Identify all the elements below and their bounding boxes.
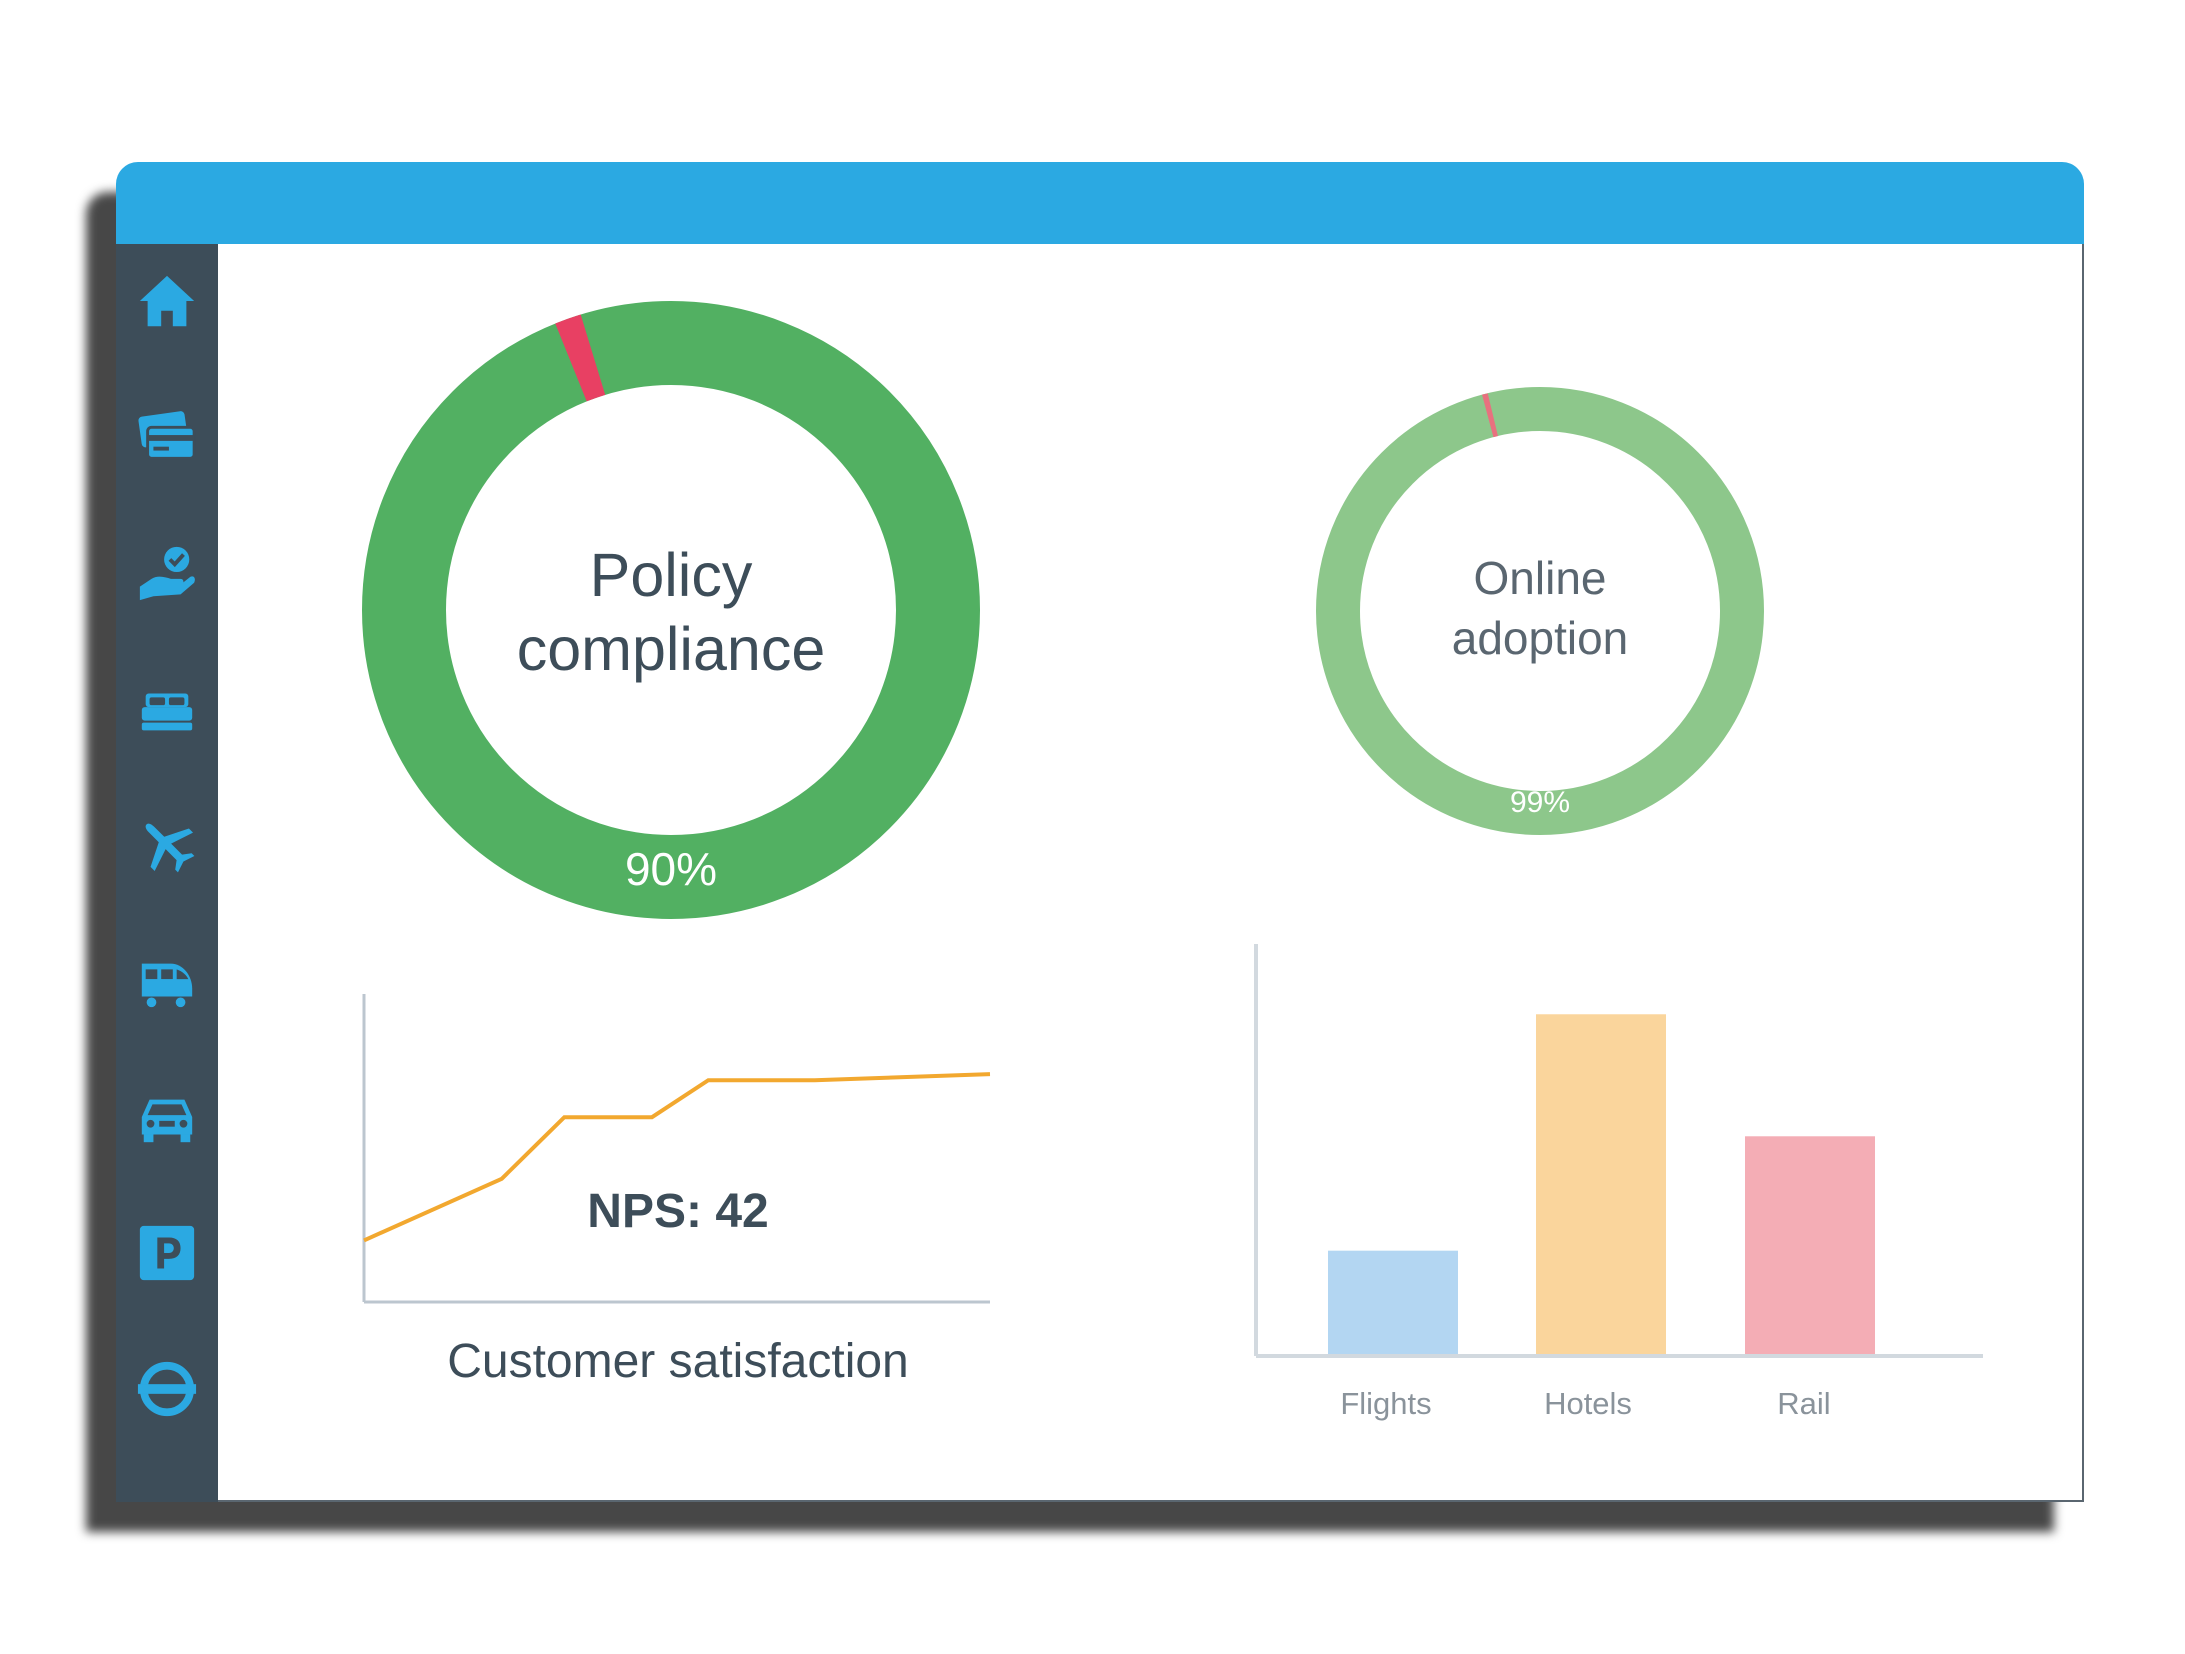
plane-icon — [145, 823, 195, 873]
sidebar-item-cards[interactable] — [116, 392, 218, 482]
policy-exception-segment — [555, 314, 606, 402]
bar-label-hotels: Hotels — [1544, 1386, 1632, 1421]
train-icon — [141, 963, 193, 1008]
sidebar-item-approvals[interactable] — [116, 528, 218, 618]
policy-title: Policy compliance — [361, 538, 981, 686]
adoption-title-line1: Online — [1473, 552, 1607, 604]
travel-mix-widget: Flights Hotels Rail — [1248, 944, 1988, 1424]
cards-icon — [138, 411, 196, 460]
sidebar — [116, 244, 218, 1502]
satisfaction-line-chart — [362, 994, 991, 1304]
adoption-title-line2: adoption — [1451, 612, 1629, 664]
policy-title-line1: Policy — [589, 541, 753, 609]
approval-hand-icon — [139, 546, 195, 601]
satisfaction-caption: Customer satisfaction — [447, 1335, 909, 1388]
policy-compliance-donut — [362, 301, 980, 919]
underground-icon — [137, 1361, 197, 1417]
bed-icon — [141, 693, 193, 731]
sidebar-item-car[interactable] — [116, 1072, 218, 1162]
sidebar-item-parking[interactable] — [116, 1208, 218, 1298]
title-bar — [116, 162, 2084, 244]
sidebar-item-flights[interactable] — [116, 800, 218, 890]
satisfaction-series-line — [363, 1072, 991, 1243]
bar-label-flights: Flights — [1340, 1386, 1432, 1421]
adoption-ring — [1316, 387, 1764, 835]
policy-percent: 90% — [624, 843, 718, 895]
travel-bar-chart — [1254, 944, 1983, 1358]
policy-compliance-widget: Policy compliance 90% — [361, 300, 981, 920]
bar-flights — [1328, 1250, 1458, 1354]
home-icon — [139, 275, 195, 327]
sidebar-item-home[interactable] — [116, 256, 218, 346]
policy-ring — [362, 301, 980, 919]
adoption-percent: 99% — [1509, 786, 1571, 819]
bar-rail — [1745, 1136, 1875, 1354]
dashboard: Policy compliance 90% Online adoption 99… — [218, 244, 2084, 1502]
adoption-exception-segment — [1482, 393, 1498, 438]
online-adoption-widget: Online adoption 99% — [1315, 386, 1765, 836]
car-icon — [141, 1099, 193, 1143]
sidebar-item-underground[interactable] — [116, 1344, 218, 1434]
policy-title-line2: compliance — [516, 615, 826, 683]
bar-hotels — [1536, 1014, 1666, 1354]
customer-satisfaction-widget: NPS: 42 Customer satisfaction — [358, 974, 1058, 1394]
nps-score: NPS: 42 — [587, 1185, 769, 1238]
online-adoption-donut — [1316, 387, 1764, 835]
sidebar-item-rail[interactable] — [116, 936, 218, 1026]
bar-label-rail: Rail — [1777, 1386, 1831, 1421]
parking-icon — [139, 1225, 195, 1281]
app-window: Policy compliance 90% Online adoption 99… — [116, 162, 2084, 1502]
adoption-title: Online adoption — [1315, 548, 1765, 668]
sidebar-item-hotels[interactable] — [116, 664, 218, 754]
